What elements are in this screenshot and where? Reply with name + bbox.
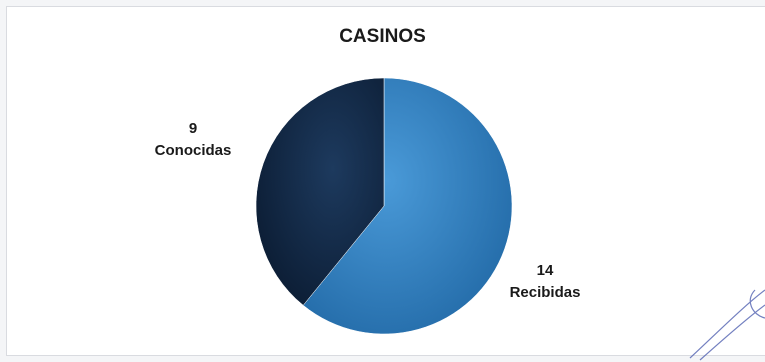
data-label-recibidas: 14 Recibidas xyxy=(490,260,600,304)
pie-slice-recibidas xyxy=(302,77,513,335)
data-label-category: Conocidas xyxy=(154,142,232,159)
data-label-conocidas: 9 Conocidas xyxy=(138,118,248,162)
chart-title: CASINOS xyxy=(339,26,426,47)
data-label-category: Recibidas xyxy=(509,284,581,301)
data-label-value: 14 xyxy=(536,262,554,279)
data-label-value: 9 xyxy=(188,120,198,137)
signature-scribble xyxy=(689,289,765,361)
pie-slice-conocidas xyxy=(255,77,385,306)
